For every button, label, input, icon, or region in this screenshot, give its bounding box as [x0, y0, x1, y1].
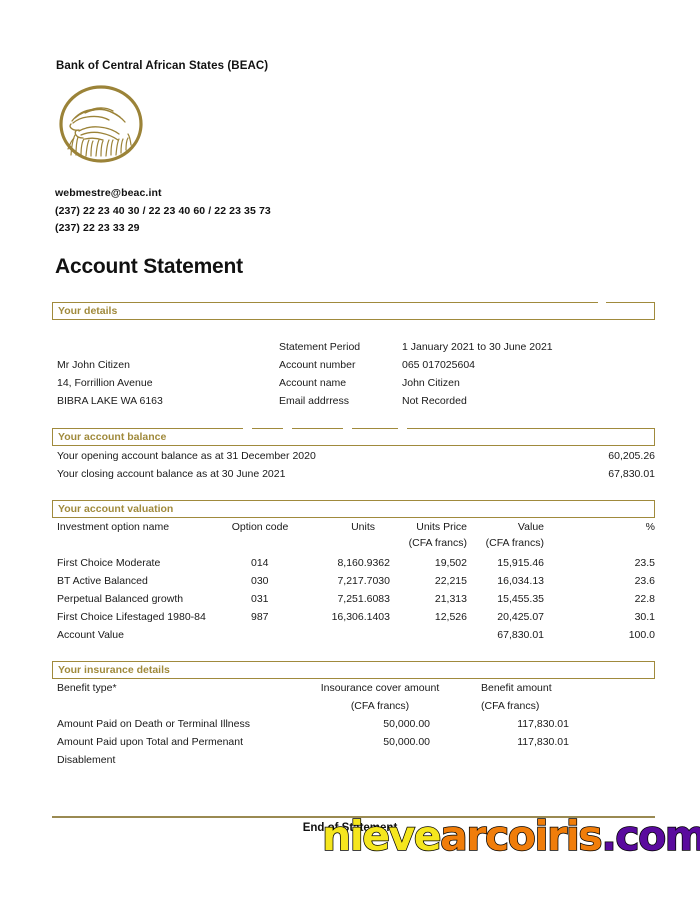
watermark-part-3: .com — [600, 812, 700, 860]
address-line-2: 14, Forrillion Avenue — [57, 377, 153, 389]
closing-balance-value: 67,830.01 — [608, 468, 655, 480]
col-header-units-price: Units Price — [416, 521, 467, 533]
table-row-value: 20,425.07 — [497, 611, 544, 623]
section-header-insurance-details: Your insurance details — [52, 661, 655, 679]
field-value-email-address: Not Recorded — [402, 395, 467, 407]
col-header-insurance-cover-amount: Insourance cover amount — [320, 682, 440, 694]
insurance-row-cover: 50,000.00 — [383, 736, 430, 748]
col-header-percent: % — [645, 521, 655, 533]
table-row-unit-price: 12,526 — [434, 611, 467, 623]
field-value-statement-period: 1 January 2021 to 30 June 2021 — [402, 341, 553, 353]
col-header-benefit-amount: Benefit amount — [481, 682, 552, 694]
section-header-insurance-details-label: Your insurance details — [58, 664, 170, 676]
table-row-units: 8,160.9362 — [337, 557, 390, 569]
table-row-name: First Choice Moderate — [57, 557, 161, 569]
col-header-option-code: Option code — [231, 521, 289, 533]
section-header-account-valuation: Your account valuation — [52, 500, 655, 518]
contact-phone-1: (237) 22 23 40 30 / 22 23 40 60 / 22 23 … — [55, 204, 271, 217]
account-value-pct: 100.0 — [628, 629, 655, 641]
insurance-row-type: Amount Paid upon Total and Permenant — [57, 736, 244, 748]
table-row-pct: 22.8 — [634, 593, 655, 605]
field-label-statement-period: Statement Period — [279, 341, 361, 353]
beac-antelope-seal-icon — [55, 83, 147, 165]
contact-email: webmestre@beac.int — [55, 187, 162, 199]
table-row-value: 15,915.46 — [497, 557, 544, 569]
field-value-account-number: 065 017025604 — [402, 359, 475, 371]
table-row-value: 15,455.35 — [497, 593, 544, 605]
table-row-pct: 23.5 — [634, 557, 655, 569]
table-row-unit-price: 22,215 — [434, 575, 467, 587]
opening-balance-value: 60,205.26 — [608, 450, 655, 462]
page-title: Account Statement — [55, 255, 243, 278]
section-header-your-details: Your details — [52, 302, 655, 320]
field-label-account-number: Account number — [279, 359, 356, 371]
section-header-account-balance-label: Your account balance — [58, 431, 167, 443]
watermark-part-1: nieve — [321, 812, 442, 860]
table-row-code: 031 — [251, 593, 269, 605]
bank-name: Bank of Central African States (BEAC) — [56, 60, 269, 72]
col-header-benefit-type: Benefit type* — [57, 682, 117, 694]
insurance-row-benefit: 117,830.01 — [517, 718, 569, 730]
opening-balance-label: Your opening account balance as at 31 De… — [57, 450, 316, 462]
section-header-account-balance: Your account balance — [52, 428, 655, 446]
section-header-account-valuation-label: Your account valuation — [58, 503, 174, 515]
field-label-account-name: Account name — [279, 377, 347, 389]
table-row-code: 987 — [251, 611, 269, 623]
table-row-units: 16,306.1403 — [331, 611, 390, 623]
address-line-3: BIBRA LAKE WA 6163 — [57, 395, 163, 407]
col-header-units: Units — [351, 521, 375, 533]
table-row-code: 030 — [251, 575, 269, 587]
table-row-unit-price: 21,313 — [434, 593, 467, 605]
table-row-name: Perpetual Balanced growth — [57, 593, 184, 605]
col-header-value: Value — [517, 521, 544, 533]
table-row-name: BT Active Balanced — [57, 575, 148, 587]
watermark: nievearcoiris.com — [321, 815, 700, 858]
table-row-value: 16,034.13 — [497, 575, 544, 587]
col-header-insurance-cover-sub: (CFA francs) — [350, 700, 410, 712]
table-row-unit-price: 19,502 — [434, 557, 467, 569]
col-header-units-price-sub: (CFA francs) — [408, 537, 467, 549]
watermark-part-2: arcoiris — [439, 812, 603, 860]
account-value-label: Account Value — [57, 629, 124, 641]
table-row-code: 014 — [251, 557, 269, 569]
contact-block: webmestre@beac.int (237) 22 23 40 30 / 2… — [55, 185, 271, 238]
insurance-row-type: Amount Paid on Death or Terminal Illness — [57, 718, 250, 730]
table-row-pct: 30.1 — [634, 611, 655, 623]
field-value-account-name: John Citizen — [402, 377, 460, 389]
table-row-units: 7,251.6083 — [337, 593, 390, 605]
table-row-units: 7,217.7030 — [337, 575, 390, 587]
end-of-statement-label: End of Statement — [302, 822, 398, 834]
account-value-total: 67,830.01 — [497, 629, 544, 641]
closing-balance-label: Your closing account balance as at 30 Ju… — [57, 468, 286, 480]
insurance-row-benefit: 117,830.01 — [517, 736, 569, 748]
field-label-email-address: Email addrress — [279, 395, 350, 407]
insurance-row-cover: 50,000.00 — [383, 718, 430, 730]
table-row-name: First Choice Lifestaged 1980-84 — [57, 611, 206, 623]
section-header-your-details-label: Your details — [58, 305, 118, 317]
col-header-value-sub: (CFA francs) — [485, 537, 544, 549]
contact-phone-2: (237) 22 23 33 29 — [55, 222, 140, 234]
col-header-investment-option-name: Investment option name — [57, 521, 170, 533]
address-line-1: Mr John Citizen — [57, 359, 130, 371]
insurance-row-type-continued: Disablement — [57, 754, 116, 766]
table-row-pct: 23.6 — [634, 575, 655, 587]
col-header-benefit-amount-sub: (CFA francs) — [481, 700, 540, 712]
footer-divider — [52, 816, 655, 818]
